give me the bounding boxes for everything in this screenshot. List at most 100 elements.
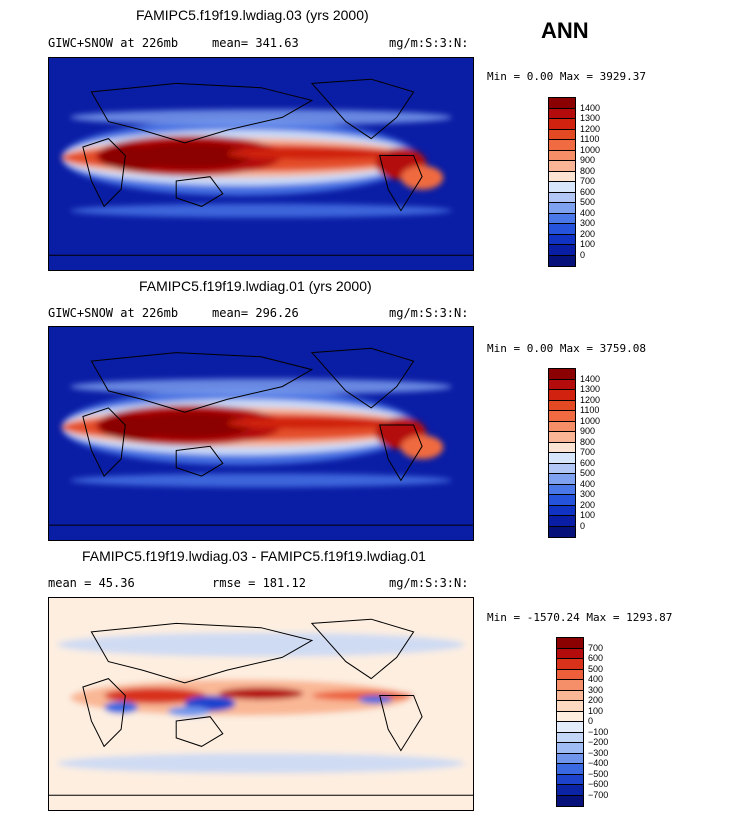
colorbar-tick-label: −300 xyxy=(588,747,609,758)
colorbar-tick-label: −400 xyxy=(588,758,609,768)
panel-1-minmax: Min = 0.00 Max = 3929.37 xyxy=(487,70,646,83)
colorbar-swatch xyxy=(557,774,583,785)
panel-1-map-canvas xyxy=(49,78,473,256)
colorbar-swatch xyxy=(549,421,575,432)
colorbar-swatch xyxy=(557,711,583,722)
colorbar-swatch xyxy=(549,516,575,527)
colorbar-tick-label: −500 xyxy=(588,768,609,779)
continent-outline xyxy=(310,78,415,140)
panel-1-units: mg/m:S:3:N: xyxy=(389,36,469,50)
colorbar-tick-label: 1000 xyxy=(580,144,601,155)
colorbar-swatch xyxy=(549,369,575,380)
colorbar-tick-label: 200 xyxy=(580,499,596,510)
colorbar-swatch xyxy=(549,150,575,161)
colorbar-swatch xyxy=(549,484,575,495)
panel-3-colorbar xyxy=(556,637,584,807)
colorbar-tick-label: 1300 xyxy=(580,384,601,394)
colorbar-tick-label: 900 xyxy=(580,155,596,165)
colorbar-swatch xyxy=(549,234,575,245)
colorbar-swatch xyxy=(557,753,583,764)
continent-outline xyxy=(82,138,126,208)
panel-3-map xyxy=(48,597,474,811)
colorbar-swatch xyxy=(549,411,575,422)
colorbar-tick-label: 800 xyxy=(580,436,596,447)
colorbar-tick-label: 900 xyxy=(580,426,596,436)
panel-1-title: FAMIPC5.f19f19.lwdiag.03 (yrs 2000) xyxy=(136,7,369,23)
colorbar-swatch xyxy=(549,98,575,109)
panel-3-rmse: rmse = 181.12 xyxy=(212,576,306,590)
colorbar-swatch xyxy=(549,245,575,256)
colorbar-tick-label: 0 xyxy=(588,716,594,726)
colorbar-swatch xyxy=(549,526,575,537)
panel-3-colorbar-labels: 700 600 500 400 300 200 100 0 −100 −200 −300 −400 −5… xyxy=(588,637,628,805)
colorbar-tick-label: 200 xyxy=(588,695,604,705)
colorbar-tick-label: 100 xyxy=(580,510,596,520)
panel-2-map xyxy=(48,326,474,541)
colorbar-tick-label: −600 xyxy=(588,779,609,789)
continent-outline xyxy=(379,155,423,212)
colorbar-swatch xyxy=(549,463,575,474)
colorbar-swatch xyxy=(557,732,583,743)
colorbar-tick-label: 1200 xyxy=(580,123,601,134)
colorbar-swatch xyxy=(549,203,575,214)
continent-outline xyxy=(175,716,224,747)
panel-1-field-label: GIWC+SNOW at 226mb xyxy=(48,36,179,50)
continent-outline xyxy=(175,445,224,477)
colorbar-tick-label: 1200 xyxy=(580,394,601,405)
colorbar-tick-label: −200 xyxy=(588,737,609,747)
colorbar-tick-label: 1100 xyxy=(580,405,600,415)
colorbar-swatch xyxy=(549,495,575,506)
colorbar-swatch xyxy=(557,690,583,701)
colorbar-tick-label: 0 xyxy=(580,249,586,260)
panel-2-colorbar xyxy=(548,368,576,538)
continent-outline xyxy=(310,347,415,409)
colorbar-swatch xyxy=(549,390,575,401)
colorbar-swatch xyxy=(549,453,575,464)
colorbar-tick-label: 400 xyxy=(580,478,596,489)
colorbar-tick-label: −700 xyxy=(588,789,609,800)
colorbar-swatch xyxy=(549,140,575,151)
panel-2-field-label: GIWC+SNOW at 226mb xyxy=(48,306,179,320)
panel-2-map-canvas xyxy=(49,347,473,526)
continent-outline xyxy=(90,82,314,144)
colorbar-tick-label: 1400 xyxy=(580,373,601,384)
colorbar-swatch xyxy=(557,795,583,806)
colorbar-tick-label: 500 xyxy=(588,663,604,674)
colorbar-tick-label: 500 xyxy=(580,197,596,207)
panel-2-minmax: Min = 0.00 Max = 3759.08 xyxy=(487,342,646,355)
continent-outline xyxy=(82,678,126,748)
panel-3-mean: mean = 45.36 xyxy=(48,576,135,590)
colorbar-swatch xyxy=(549,224,575,235)
colorbar-swatch xyxy=(549,213,575,224)
colorbar-tick-label: 800 xyxy=(580,165,596,176)
panel-2-mean: mean= 296.26 xyxy=(212,306,299,320)
colorbar-swatch xyxy=(549,192,575,203)
colorbar-tick-label: 400 xyxy=(580,207,596,218)
colorbar-swatch xyxy=(549,474,575,485)
colorbar-tick-label: 100 xyxy=(588,705,604,716)
colorbar-swatch xyxy=(549,119,575,130)
panel-3-map-canvas xyxy=(49,598,473,810)
panel-3-title: FAMIPC5.f19f19.lwdiag.03 - FAMIPC5.f19f1… xyxy=(82,548,426,564)
continent-outline xyxy=(82,407,126,477)
colorbar-tick-label: 1400 xyxy=(580,102,601,113)
colorbar-tick-label: 700 xyxy=(588,642,604,653)
colorbar-swatch xyxy=(549,255,575,266)
colorbar-swatch xyxy=(549,432,575,443)
colorbar-tick-label: 100 xyxy=(580,239,596,249)
colorbar-tick-label: 300 xyxy=(580,489,596,499)
colorbar-swatch xyxy=(549,442,575,453)
panel-3-units: mg/m:S:3:N: xyxy=(389,576,469,590)
colorbar-swatch xyxy=(557,785,583,796)
colorbar-swatch xyxy=(557,743,583,754)
colorbar-swatch xyxy=(557,680,583,691)
colorbar-tick-label: 1000 xyxy=(580,415,601,426)
colorbar-tick-label: 1100 xyxy=(580,134,600,144)
panel-2-units: mg/m:S:3:N: xyxy=(389,306,469,320)
colorbar-tick-label: 700 xyxy=(580,176,596,186)
colorbar-swatch xyxy=(557,764,583,775)
colorbar-swatch xyxy=(557,669,583,680)
colorbar-tick-label: 0 xyxy=(580,520,586,531)
colorbar-tick-label: 1300 xyxy=(580,113,601,123)
season-label: ANN xyxy=(541,18,589,43)
